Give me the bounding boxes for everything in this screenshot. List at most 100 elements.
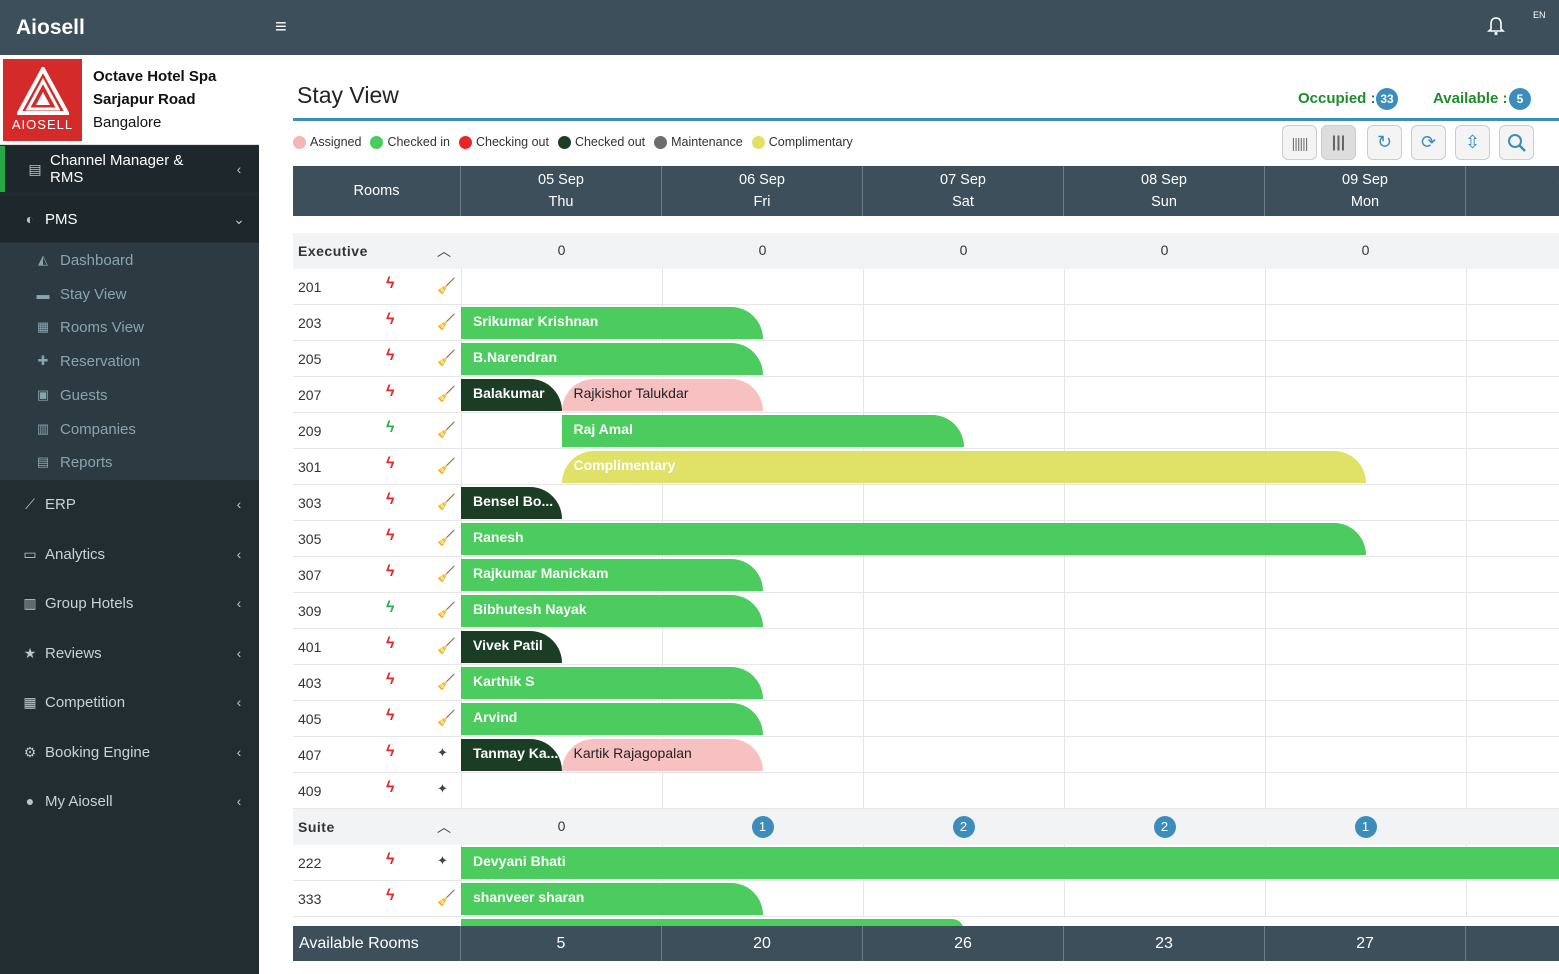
room-number[interactable]: 201 [298, 279, 322, 295]
sparkle-icon[interactable]: ✦ [437, 853, 448, 868]
booking-bar[interactable]: Raj Amal [561, 415, 964, 447]
booking-bar[interactable]: Rajkumar Manickam [461, 559, 763, 591]
chevron-up-icon[interactable]: ︿ [437, 819, 451, 835]
lightning-icon[interactable]: ϟ [386, 383, 395, 400]
room-number[interactable]: 403 [298, 675, 322, 691]
date-header[interactable]: 10T [1466, 166, 1559, 216]
room-number[interactable]: 205 [298, 351, 322, 367]
room-number[interactable]: 309 [298, 603, 322, 619]
booking-bar[interactable]: Balakumar [461, 379, 562, 411]
sidebar-item-rooms-view[interactable]: ▦ Rooms View [0, 310, 259, 344]
sidebar-item-guests[interactable]: ▣ Guests [0, 378, 259, 412]
lightning-icon[interactable]: ϟ [386, 527, 395, 544]
room-number[interactable]: 409 [298, 783, 322, 799]
booking-bar[interactable]: Karthik S [461, 667, 763, 699]
room-number[interactable]: 207 [298, 387, 322, 403]
broom-icon[interactable]: 🧹 [437, 674, 456, 691]
lightning-icon[interactable]: ϟ [386, 275, 395, 292]
room-number[interactable]: 407 [298, 747, 322, 763]
lightning-icon[interactable]: ϟ [386, 707, 395, 724]
lightning-icon[interactable]: ϟ [386, 563, 395, 580]
lightning-icon[interactable]: ϟ [386, 743, 395, 760]
room-number[interactable]: 209 [298, 423, 322, 439]
room-number[interactable]: 203 [298, 315, 322, 331]
lightning-icon[interactable]: ϟ [386, 491, 395, 508]
date-header[interactable]: 08 Sep Sun [1064, 166, 1265, 216]
broom-icon[interactable]: 🧹 [437, 710, 456, 727]
broom-icon[interactable]: 🧹 [437, 494, 456, 511]
lightning-icon[interactable]: ϟ [386, 311, 395, 328]
sidebar-item-pms[interactable]: ◐ PMS ⌄ [0, 196, 259, 242]
broom-icon[interactable]: 🧹 [437, 530, 456, 547]
brand-logo[interactable]: Aiosell [0, 0, 259, 55]
bell-icon[interactable] [1487, 16, 1505, 41]
refresh-button[interactable]: ↻ [1367, 125, 1402, 160]
broom-icon[interactable]: 🧹 [437, 458, 456, 475]
room-number[interactable]: 303 [298, 495, 322, 511]
sidebar-item-booking-engine[interactable]: ⚙ Booking Engine ‹ [0, 729, 259, 775]
sidebar-item-reviews[interactable]: ★ Reviews ‹ [0, 630, 259, 676]
wide-view-button[interactable]: ||| [1321, 125, 1356, 160]
booking-bar[interactable]: Arvind [461, 703, 763, 735]
lightning-icon[interactable]: ϟ [386, 347, 395, 364]
lightning-icon[interactable]: ϟ [386, 599, 395, 616]
booking-bar[interactable]: Rajkishor Talukdar [561, 379, 763, 411]
sync-button[interactable]: ⟳ [1411, 125, 1446, 160]
hamburger-menu-icon[interactable]: ≡ [275, 16, 287, 38]
booking-bar[interactable]: Ranesh [461, 523, 1366, 555]
broom-icon[interactable]: 🧹 [437, 386, 456, 403]
booking-bar[interactable]: Tanmay Ka... [461, 739, 562, 771]
lightning-icon[interactable]: ϟ [386, 455, 395, 472]
date-header[interactable]: 07 Sep Sat [863, 166, 1064, 216]
sidebar-item-competition[interactable]: ▦ Competition ‹ [0, 679, 259, 725]
room-number[interactable]: 405 [298, 711, 322, 727]
broom-icon[interactable]: 🧹 [437, 638, 456, 655]
sidebar-item-my-aiosell[interactable]: ● My Aiosell ‹ [0, 778, 259, 824]
broom-icon[interactable]: 🧹 [437, 278, 456, 295]
sidebar-item-reports[interactable]: ▤ Reports [0, 445, 259, 479]
broom-icon[interactable]: 🧹 [437, 422, 456, 439]
date-header[interactable]: 06 Sep Fri [662, 166, 863, 216]
room-number[interactable]: 307 [298, 567, 322, 583]
lightning-icon[interactable]: ϟ [386, 419, 395, 436]
booking-bar[interactable]: Kartik Rajagopalan [561, 739, 763, 771]
date-header[interactable]: 05 Sep Thu [461, 166, 662, 216]
sidebar-item-analytics[interactable]: ▭ Analytics ‹ [0, 531, 259, 577]
broom-icon[interactable]: 🧹 [437, 602, 456, 619]
room-number[interactable]: 333 [298, 891, 322, 907]
booking-bar[interactable]: Vivek Patil [461, 631, 562, 663]
booking-bar[interactable]: shanveer sharan [461, 883, 763, 915]
compact-view-button[interactable]: |||||| [1282, 125, 1317, 160]
search-button[interactable] [1499, 125, 1534, 160]
sidebar-item-dashboard[interactable]: ◭ Dashboard [0, 243, 259, 277]
sparkle-icon[interactable]: ✦ [437, 781, 448, 796]
hotel-card[interactable]: AIOSELL Octave Hotel Spa Sarjapur Road B… [0, 55, 259, 145]
room-number[interactable]: 222 [298, 855, 322, 871]
sidebar-item-group-hotels[interactable]: ▥ Group Hotels ‹ [0, 580, 259, 626]
lightning-icon[interactable]: ϟ [386, 671, 395, 688]
lightning-icon[interactable]: ϟ [386, 779, 395, 796]
booking-bar[interactable]: B.Narendran [461, 343, 763, 375]
booking-bar[interactable]: Srikumar Krishnan [461, 307, 763, 339]
sparkle-icon[interactable]: ✦ [437, 745, 448, 760]
broom-icon[interactable]: 🧹 [437, 314, 456, 331]
sidebar-item-companies[interactable]: ▥ Companies [0, 412, 259, 446]
language-switcher[interactable]: EN [1533, 10, 1546, 20]
room-number[interactable]: 305 [298, 531, 322, 547]
booking-bar[interactable]: Complimentary [561, 451, 1366, 483]
expand-button[interactable]: ⇳ [1455, 125, 1490, 160]
booking-bar[interactable]: Devyani Bhati [461, 847, 1559, 879]
date-header[interactable]: 09 Sep Mon [1265, 166, 1466, 216]
booking-bar[interactable]: Bensel Bo... [461, 487, 562, 519]
sidebar-item-channel-manager[interactable]: ▤ Channel Manager & RMS ‹ [0, 146, 259, 192]
broom-icon[interactable]: 🧹 [437, 890, 456, 907]
broom-icon[interactable]: 🧹 [437, 350, 456, 367]
booking-bar[interactable]: Bibhutesh Nayak [461, 595, 763, 627]
sidebar-item-stay-view[interactable]: ▬ Stay View [0, 277, 259, 311]
room-number[interactable]: 401 [298, 639, 322, 655]
lightning-icon[interactable]: ϟ [386, 887, 395, 904]
room-number[interactable]: 301 [298, 459, 322, 475]
broom-icon[interactable]: 🧹 [437, 566, 456, 583]
sidebar-item-reservation[interactable]: ✚ Reservation [0, 344, 259, 378]
lightning-icon[interactable]: ϟ [386, 635, 395, 652]
